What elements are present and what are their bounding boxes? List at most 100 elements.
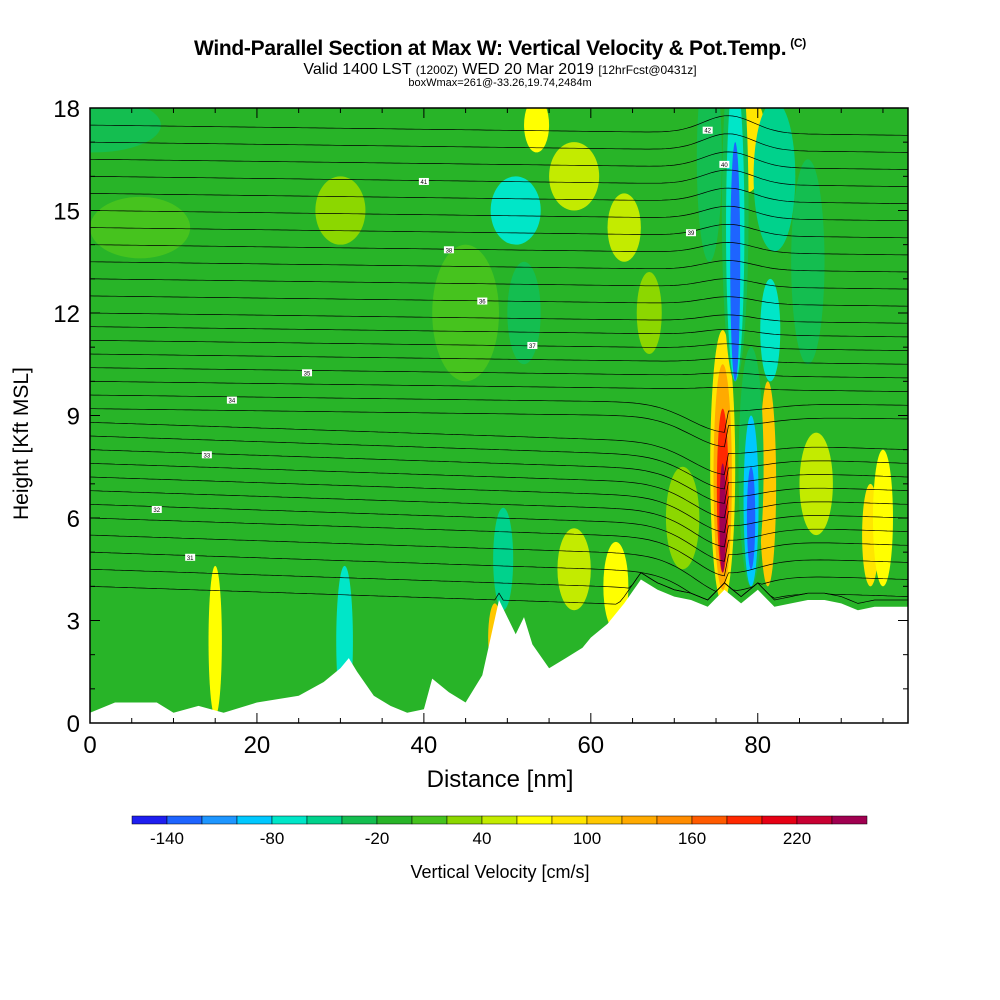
velocity-cell bbox=[760, 278, 781, 382]
theta-contour-line bbox=[90, 394, 908, 433]
x-tick-label: 60 bbox=[577, 732, 604, 759]
velocity-cell bbox=[490, 176, 541, 245]
velocity-cell bbox=[872, 449, 893, 587]
theta-contour-line bbox=[90, 151, 908, 170]
theta-label: 37 bbox=[527, 341, 538, 350]
colorbar-swatch bbox=[481, 815, 518, 825]
theta-contour-line bbox=[90, 223, 908, 239]
theta-contour-line bbox=[90, 572, 908, 605]
theta-label-text: 36 bbox=[479, 300, 486, 306]
theta-contour-line bbox=[90, 421, 908, 475]
y-tick-label: 15 bbox=[53, 199, 80, 226]
velocity-cell bbox=[791, 159, 825, 365]
theta-contour-labels: 31 32 33 34 35 36 37 38 39 40 41 42 bbox=[151, 126, 730, 562]
theta-contour-line bbox=[90, 490, 908, 548]
velocity-cell bbox=[607, 193, 641, 262]
velocity-cell bbox=[730, 142, 741, 382]
theta-contour-line bbox=[90, 449, 908, 504]
y-axis-label: Height [Kft MSL] bbox=[10, 367, 33, 520]
velocity-cell bbox=[636, 272, 662, 354]
theta-label-text: 33 bbox=[204, 453, 211, 459]
theta-label-text: 35 bbox=[304, 371, 311, 377]
colorbar-swatch bbox=[376, 815, 413, 825]
velocity-cell bbox=[557, 528, 591, 611]
colorbar-tick-label: -80 bbox=[260, 829, 285, 848]
theta-contour-line bbox=[90, 503, 908, 562]
colorbar-tick-label: 100 bbox=[573, 829, 601, 848]
colorbar-tick-label: -20 bbox=[365, 829, 390, 848]
velocity-cell bbox=[746, 466, 756, 570]
chart-subtitle: Valid 1400 LST (1200Z) WED 20 Mar 2019 [… bbox=[303, 61, 697, 78]
velocity-cell bbox=[432, 244, 499, 382]
colorbar-swatch bbox=[586, 815, 623, 825]
y-tick-label: 9 bbox=[67, 404, 80, 431]
velocity-cell bbox=[493, 507, 514, 611]
theta-label: 40 bbox=[719, 160, 730, 169]
theta-contour-line bbox=[90, 568, 908, 601]
x-axis-label: Distance [nm] bbox=[426, 766, 574, 793]
velocity-cell bbox=[524, 108, 550, 153]
theta-contour-line bbox=[90, 187, 908, 205]
theta-contour-line bbox=[90, 517, 908, 577]
theta-label: 33 bbox=[201, 451, 212, 459]
x-tick-label: 40 bbox=[411, 732, 438, 759]
y-tick-label: 3 bbox=[67, 609, 80, 636]
theta-contour-line bbox=[90, 205, 908, 222]
colorbar-tick-label: -140 bbox=[150, 829, 184, 848]
colorbar-swatch bbox=[831, 815, 868, 825]
velocity-cell bbox=[315, 176, 366, 245]
theta-contour-line bbox=[90, 133, 908, 153]
theta-contour-line bbox=[90, 367, 908, 379]
theta-contour-line bbox=[90, 353, 908, 365]
colorbar-swatch bbox=[551, 815, 588, 825]
copyright-mark: (C) bbox=[790, 36, 806, 50]
velocity-cell bbox=[507, 261, 541, 365]
colorbar-swatch bbox=[306, 815, 343, 825]
colorbar-swatch bbox=[271, 815, 308, 825]
theta-label-text: 34 bbox=[229, 399, 236, 405]
x-tick-label: 20 bbox=[244, 732, 271, 759]
theta-contour-line bbox=[90, 534, 908, 592]
velocity-cell bbox=[90, 196, 191, 259]
colorbar-swatch bbox=[341, 815, 378, 825]
colorbar-swatch bbox=[621, 815, 658, 825]
theta-contour-line bbox=[90, 551, 908, 601]
colorbar-swatch bbox=[166, 815, 203, 825]
theta-label-text: 42 bbox=[704, 129, 711, 135]
theta-label: 32 bbox=[151, 505, 162, 514]
chart-subtitle-box: boxWmax=261@-33.26,19.74,2484m bbox=[408, 77, 592, 89]
theta-label-text: 40 bbox=[721, 163, 728, 169]
y-tick-label: 18 bbox=[53, 96, 80, 123]
theta-label: 41 bbox=[418, 177, 429, 186]
colorbar-swatch bbox=[131, 815, 168, 825]
colorbar-label: Vertical Velocity [cm/s] bbox=[410, 862, 590, 882]
colorbar-swatch bbox=[656, 815, 693, 825]
theta-contour-line bbox=[90, 312, 908, 324]
x-tick-label: 0 bbox=[83, 732, 96, 759]
theta-contour-line bbox=[90, 169, 908, 187]
x-tick-label: 80 bbox=[744, 732, 771, 759]
colorbar-swatch bbox=[726, 815, 763, 825]
colorbar-swatch bbox=[761, 815, 798, 825]
colorbar-swatch bbox=[516, 815, 553, 825]
chart-title: Wind-Parallel Section at Max W: Vertical… bbox=[194, 36, 806, 60]
y-tick-label: 0 bbox=[67, 711, 80, 738]
colorbar-swatch bbox=[796, 815, 833, 825]
theta-contour-line bbox=[90, 408, 908, 448]
colorbar-swatch bbox=[411, 815, 448, 825]
y-tick-label: 6 bbox=[67, 506, 80, 533]
colorbar-tick-label: 40 bbox=[473, 829, 492, 848]
theta-label-text: 39 bbox=[688, 231, 695, 237]
colorbar-swatch bbox=[236, 815, 273, 825]
theta-label: 35 bbox=[302, 369, 313, 377]
theta-contour-line bbox=[90, 242, 908, 256]
colorbar-tick-label: 160 bbox=[678, 829, 706, 848]
theta-label-text: 32 bbox=[153, 508, 160, 514]
velocity-cell bbox=[90, 108, 161, 153]
colorbar-swatch bbox=[201, 815, 238, 825]
theta-label: 38 bbox=[443, 246, 454, 254]
theta-contour-line bbox=[90, 380, 908, 392]
x-axis: 0 20 40 60 80 bbox=[83, 108, 884, 759]
